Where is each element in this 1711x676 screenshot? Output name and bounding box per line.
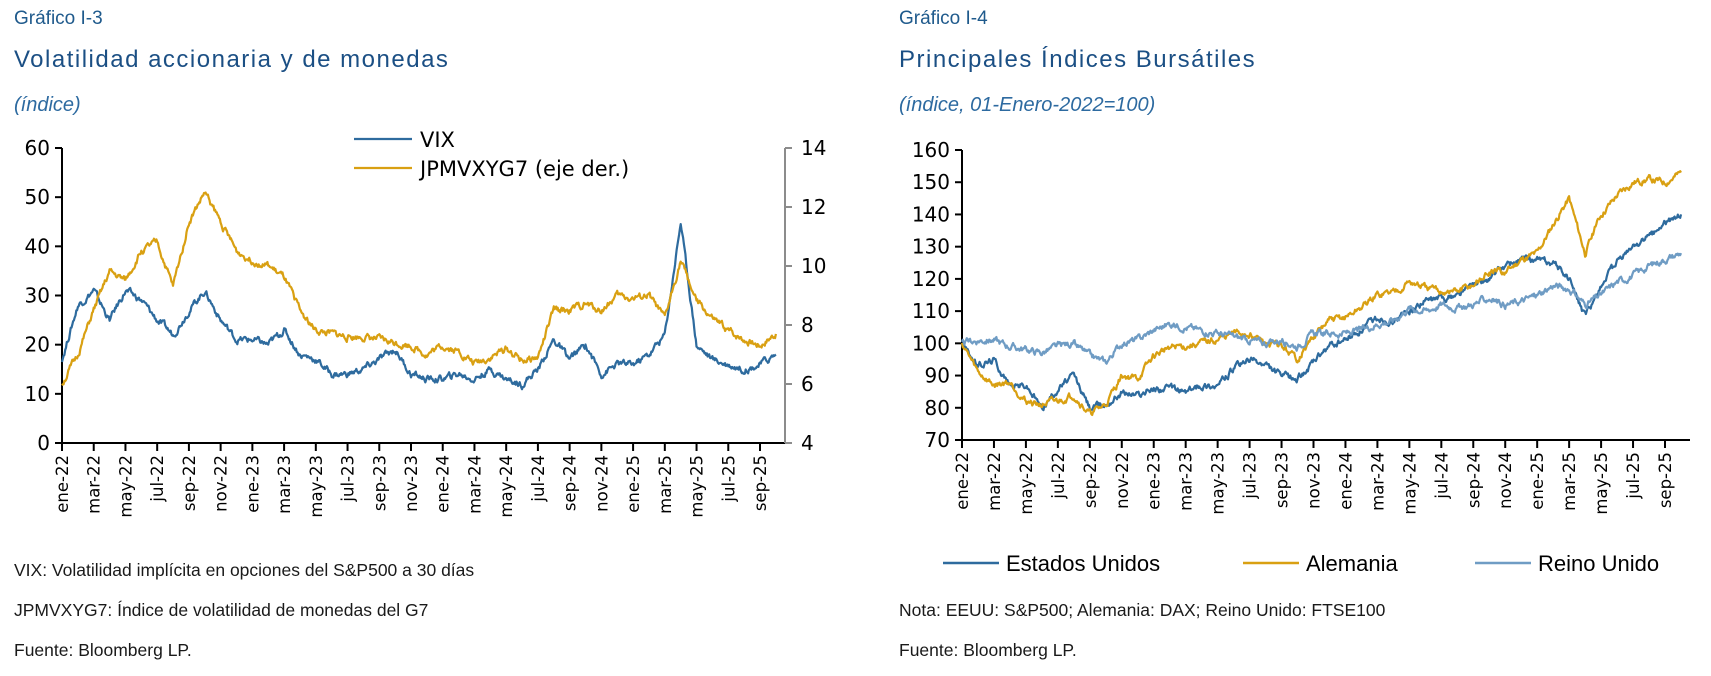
- x-tick-label: sep-23: [1273, 452, 1292, 508]
- y-tick-label: 30: [25, 284, 50, 308]
- x-tick-label: mar-24: [465, 455, 484, 514]
- y2-tick-label: 14: [801, 136, 826, 160]
- chart-title: Principales Índices Bursátiles: [899, 46, 1257, 73]
- x-tick-label: may-24: [497, 455, 516, 518]
- x-tick-label: jul-23: [1241, 452, 1260, 500]
- x-tick-label: jul-25: [1624, 452, 1643, 500]
- y-tick-label: 90: [925, 364, 950, 388]
- x-tick-label: ene-22: [53, 455, 72, 513]
- x-tick-label: ene-22: [953, 452, 972, 510]
- x-tick-label: mar-22: [985, 452, 1004, 511]
- x-tick-label: ene-24: [1336, 452, 1355, 510]
- y2-tick-label: 12: [801, 195, 826, 219]
- y-tick-label: 50: [25, 185, 50, 209]
- legend-label: Alemania: [1306, 551, 1398, 576]
- x-tick-label: ene-24: [434, 455, 453, 513]
- y-tick-label: 130: [912, 235, 950, 259]
- series-line-reino-unido: [960, 252, 1683, 365]
- x-tick-label: sep-22: [1081, 452, 1100, 508]
- x-tick-label: sep-25: [751, 455, 770, 511]
- note-vix: VIX: Volatilidad implícita en opciones d…: [14, 560, 475, 580]
- x-tick-label: ene-25: [1528, 452, 1547, 510]
- y-tick-label: 40: [25, 234, 50, 258]
- y2-tick-label: 6: [801, 372, 814, 396]
- y-tick-label: 0: [37, 431, 50, 455]
- x-tick-label: nov-23: [1305, 452, 1324, 509]
- chart-subtitle: (índice, 01-Enero-2022=100): [899, 94, 1156, 116]
- stock-indices-chart: 70 80 90 100 110 120 130 140 150 160 ene-22 mar-22 m…: [912, 138, 1690, 576]
- y-tick-label: 70: [925, 428, 950, 452]
- chart-title: Volatilidad accionaria y de monedas: [14, 46, 450, 73]
- y-tick-label: 150: [912, 170, 950, 194]
- volatility-chart: 0 10 20 30 40 50 60 4 6 8 10 12 14 ene-22 mar-22 may-22…: [25, 128, 827, 518]
- y-tick-label: 120: [912, 267, 950, 291]
- x-tick-label: may-25: [1592, 452, 1611, 515]
- note-source: Fuente: Bloomberg LP.: [14, 640, 192, 660]
- x-tick-label: ene-25: [624, 455, 643, 513]
- legend-label: JPMVXYG7 (eje der.): [418, 157, 629, 181]
- x-tick-label: mar-25: [656, 455, 675, 514]
- x-tick-label: nov-23: [402, 455, 421, 512]
- x-tick-label: nov-24: [1496, 452, 1515, 509]
- y-tick-label: 10: [25, 382, 50, 406]
- y-tick-label: 20: [25, 333, 50, 357]
- x-tick-label: jul-22: [148, 455, 167, 503]
- x-tick-label: mar-24: [1368, 452, 1387, 511]
- series-line-vix: [60, 223, 777, 391]
- x-tick-label: mar-25: [1560, 452, 1579, 511]
- x-tick-label: jul-24: [1432, 452, 1451, 500]
- x-tick-label: may-25: [688, 455, 707, 518]
- x-tick-label: nov-22: [212, 455, 231, 512]
- y2-tick-label: 10: [801, 254, 826, 278]
- series-line-alemania: [960, 170, 1682, 417]
- x-tick-label: sep-24: [1464, 452, 1483, 508]
- x-tick-label: sep-23: [370, 455, 389, 511]
- chart-panel-stock-indices: Gráfico I-4 Principales Índices Bursátil…: [885, 0, 1711, 676]
- x-tick-label: ene-23: [1145, 452, 1164, 510]
- y-tick-label: 110: [912, 299, 950, 323]
- legend-label: VIX: [420, 128, 455, 152]
- x-tick-label: ene-23: [243, 455, 262, 513]
- x-tick-label: nov-24: [592, 455, 611, 512]
- x-tick-label: mar-23: [275, 455, 294, 514]
- x-tick-label: jul-22: [1049, 452, 1068, 500]
- x-tick-label: may-22: [116, 455, 135, 518]
- x-tick-label: may-23: [307, 455, 326, 518]
- y-tick-label: 160: [912, 138, 950, 162]
- x-tick-label: sep-25: [1656, 452, 1675, 508]
- y2-tick-label: 4: [801, 431, 814, 455]
- x-tick-label: mar-23: [1177, 452, 1196, 511]
- legend-label: Estados Unidos: [1006, 551, 1160, 576]
- x-tick-label: sep-22: [180, 455, 199, 511]
- x-tick-label: sep-24: [561, 455, 580, 511]
- x-tick-label: mar-22: [85, 455, 104, 514]
- x-tick-label: may-22: [1017, 452, 1036, 515]
- note-source: Fuente: Bloomberg LP.: [899, 640, 1077, 660]
- note-indices: Nota: EEUU: S&P500; Alemania: DAX; Reino…: [899, 600, 1386, 620]
- y-tick-label: 60: [25, 136, 50, 160]
- chart-number: Gráfico I-4: [899, 8, 988, 29]
- y-tick-label: 140: [912, 202, 950, 226]
- x-tick-label: nov-22: [1113, 452, 1132, 509]
- chart-number: Gráfico I-3: [14, 8, 103, 29]
- y-tick-label: 100: [912, 331, 950, 355]
- series-line-jpmvxyg7-eje-der: [61, 191, 777, 387]
- chart-subtitle: (índice): [14, 94, 81, 116]
- x-tick-label: jul-25: [719, 455, 738, 503]
- legend-label: Reino Unido: [1538, 551, 1659, 576]
- x-tick-label: may-23: [1209, 452, 1228, 515]
- y-tick-label: 80: [925, 396, 950, 420]
- series-line-estados-unidos: [960, 213, 1683, 412]
- y2-tick-label: 8: [801, 313, 814, 337]
- x-tick-label: jul-24: [529, 455, 548, 503]
- x-tick-label: may-24: [1400, 452, 1419, 515]
- chart-panel-volatility: Gráfico I-3 Volatilidad accionaria y de …: [14, 8, 827, 660]
- x-tick-label: jul-23: [339, 455, 358, 503]
- note-jpm: JPMVXYG7: Índice de volatilidad de moned…: [14, 600, 429, 620]
